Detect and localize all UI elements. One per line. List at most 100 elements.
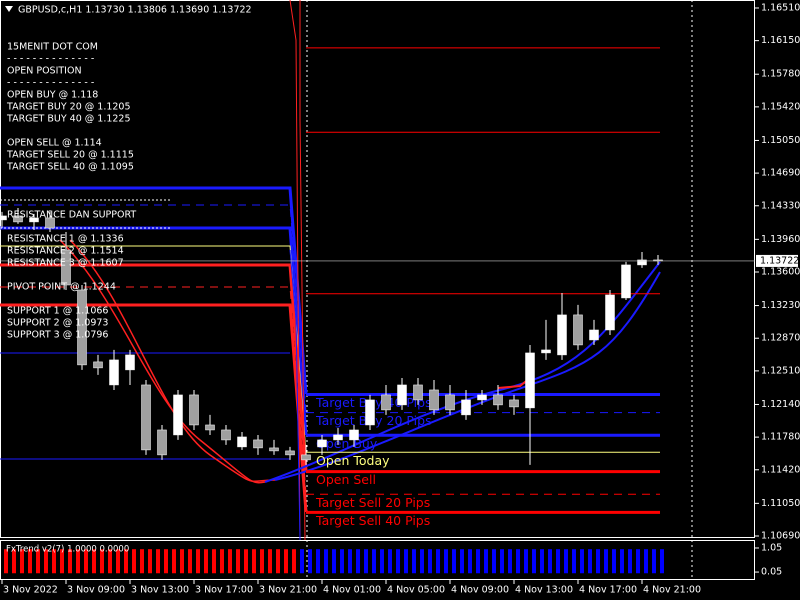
panel-text: RESISTANCE 3 @ 1.1607 — [7, 258, 124, 269]
y-tick-label: 1.13600 — [761, 266, 800, 277]
indicator-bar — [436, 549, 440, 574]
x-tick-label: 3 Nov 09:00 — [67, 585, 125, 596]
candle-body — [589, 329, 599, 341]
candle-body — [557, 314, 567, 356]
y-tick-label: 1.12870 — [761, 333, 800, 344]
indicator-bar — [628, 549, 632, 574]
x-tick-label: 3 Nov 17:00 — [195, 585, 253, 596]
x-tick-label: 4 Nov 05:00 — [387, 585, 445, 596]
indicator-bar — [76, 549, 80, 574]
candle-body — [477, 394, 487, 401]
indicator-bar — [276, 549, 280, 574]
panel-text: - - - - - - - - - - - - - - — [7, 54, 94, 65]
panel-text: SUPPORT 2 @ 1.0973 — [7, 318, 108, 329]
indicator-bar — [532, 549, 536, 574]
panel-text: SUPPORT 3 @ 1.0796 — [7, 330, 108, 341]
candle-body — [13, 215, 23, 223]
indicator-bar — [12, 549, 16, 574]
indicator-bar — [500, 549, 504, 574]
indicator-bar — [140, 549, 144, 574]
x-tick-label: 4 Nov 01:00 — [323, 585, 381, 596]
indicator-bar — [300, 549, 304, 574]
last-price-label: 1.13722 — [760, 255, 799, 266]
indicator-bar — [484, 549, 488, 574]
indicator-bar — [68, 549, 72, 574]
indicator-bar — [124, 549, 128, 574]
indicator-bar — [556, 549, 560, 574]
panel-text: OPEN POSITION — [7, 66, 82, 77]
candle-body — [173, 394, 183, 436]
indicator-bar — [508, 549, 512, 574]
indicator-frame — [0, 540, 755, 580]
indicator-bar — [244, 549, 248, 574]
indicator-bar — [156, 549, 160, 574]
indicator-bar — [132, 549, 136, 574]
candle-body — [93, 361, 103, 369]
indicator-bar — [476, 549, 480, 574]
indicator-bar — [420, 549, 424, 574]
indicator-bar — [188, 549, 192, 574]
x-tick-label: 3 Nov 13:00 — [131, 585, 189, 596]
band-line — [0, 263, 308, 472]
candle-body — [445, 394, 455, 411]
indicator-bar — [220, 549, 224, 574]
indicator-bar — [180, 549, 184, 574]
y-tick-label: 1.13230 — [761, 300, 800, 311]
indicator-bar — [228, 549, 232, 574]
last-price-box — [756, 254, 798, 267]
indicator-bar — [100, 549, 104, 574]
indicator-bar — [36, 549, 40, 574]
candle-body — [237, 436, 247, 448]
y-tick-label: 1.13960 — [761, 234, 800, 245]
indicator-bar — [388, 549, 392, 574]
candle-body — [493, 394, 503, 406]
candle-body — [333, 434, 343, 441]
moving-average — [69, 239, 276, 483]
indicator-bar — [116, 549, 120, 574]
indicator-bar — [92, 549, 96, 574]
candle-body — [605, 294, 615, 331]
level-label: Target Sell 40 Pips — [315, 513, 430, 528]
candle-body — [205, 424, 215, 431]
indicator-bar — [108, 549, 112, 574]
indicator-bar — [548, 549, 552, 574]
indicator-bar — [540, 549, 544, 574]
indicator-bar — [460, 549, 464, 574]
y-tick-label: 1.11050 — [761, 498, 800, 509]
indicator-bar — [324, 549, 328, 574]
indicator-bar — [396, 549, 400, 574]
candle-body — [509, 399, 519, 408]
indicator-bar — [148, 549, 152, 574]
indicator-bar — [372, 549, 376, 574]
candle-body — [301, 454, 311, 461]
indicator-bar — [580, 549, 584, 574]
panel-text: TARGET SELL 40 @ 1.1095 — [6, 162, 134, 173]
candle-body — [413, 384, 423, 401]
panel-text: RESISTANCE 1 @ 1.1336 — [7, 234, 124, 245]
main-frame — [0, 0, 755, 538]
indicator-bar — [468, 549, 472, 574]
x-tick-label: 4 Nov 09:00 — [451, 585, 509, 596]
indicator-bar — [412, 549, 416, 574]
indicator-bar — [524, 549, 528, 574]
indicator-bar — [644, 549, 648, 574]
y-tick-label: 1.15420 — [761, 101, 800, 112]
indicator-bar — [660, 549, 664, 574]
indicator-bar — [636, 549, 640, 574]
x-tick-label: 4 Nov 17:00 — [579, 585, 637, 596]
indicator-bar — [84, 549, 88, 574]
indicator-bar — [20, 549, 24, 574]
indicator-tick-label: 1.05 — [761, 542, 782, 553]
panel-text: TARGET BUY 20 @ 1.1205 — [6, 102, 131, 113]
indicator-bar — [604, 549, 608, 574]
y-tick-label: 1.15780 — [761, 69, 800, 80]
band-line — [289, 249, 301, 541]
y-tick-label: 1.12510 — [761, 365, 800, 376]
panel-text: OPEN SELL @ 1.114 — [7, 138, 102, 149]
level-label: Open Buy — [316, 436, 378, 451]
candle-body — [317, 439, 327, 448]
x-tick-label: 3 Nov 21:00 — [259, 585, 317, 596]
candle-body — [269, 447, 279, 452]
indicator-bar — [612, 549, 616, 574]
